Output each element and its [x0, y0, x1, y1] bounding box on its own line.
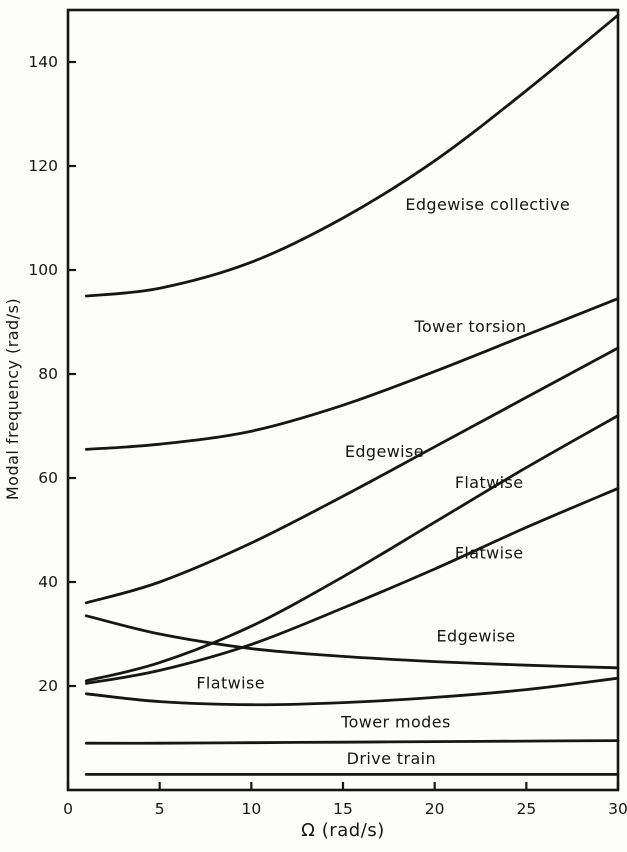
y-tick-label: 100 — [28, 261, 58, 279]
y-tick-label: 80 — [38, 365, 58, 383]
y-tick-label: 140 — [28, 53, 58, 71]
y-tick-label: 120 — [28, 157, 58, 175]
series-label: Flatwise — [455, 543, 524, 562]
series-line-5 — [84, 614, 620, 670]
series-label: Edgewise — [345, 442, 424, 461]
series-label: Tower torsion — [414, 317, 527, 336]
x-tick-label: 5 — [155, 800, 165, 818]
series-line-7 — [84, 739, 620, 745]
series-label: Drive train — [347, 749, 436, 768]
x-axis-title: Ω (rad/s) — [301, 820, 385, 841]
series-line-0 — [84, 13, 620, 298]
y-axis-title: Modal frequency (rad/s) — [3, 297, 22, 501]
y-tick-label: 60 — [38, 469, 58, 487]
series-line-1 — [84, 297, 620, 451]
x-tick-label: 25 — [516, 800, 536, 818]
series-label: Flatwise — [455, 473, 524, 492]
y-tick-label: 20 — [38, 677, 58, 695]
x-tick-label: 15 — [333, 800, 353, 818]
series-line-2 — [84, 346, 620, 605]
x-tick-label: 0 — [63, 800, 73, 818]
y-tick-label: 40 — [38, 573, 58, 591]
series-label: Tower modes — [340, 712, 451, 731]
series-line-3 — [84, 414, 620, 683]
series-label: Edgewise — [437, 627, 516, 646]
x-tick-label: 10 — [241, 800, 261, 818]
series-line-4 — [84, 487, 620, 685]
series-line-6 — [84, 676, 620, 707]
series-label: Edgewise collective — [405, 195, 570, 214]
series-label: Flatwise — [196, 673, 265, 692]
x-tick-label: 20 — [425, 800, 445, 818]
x-tick-label: 30 — [608, 800, 627, 818]
